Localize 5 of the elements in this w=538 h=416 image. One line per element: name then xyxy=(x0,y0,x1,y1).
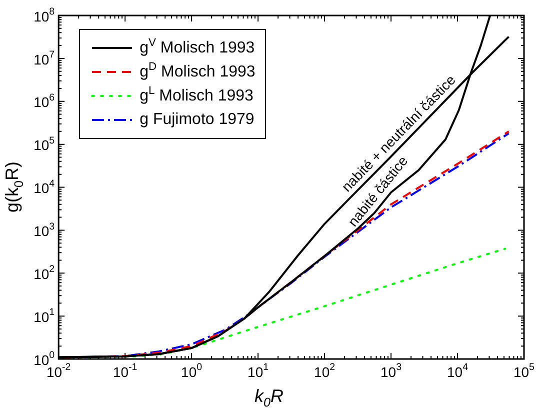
x-axis-title: k$_{0}$R xyxy=(253,386,284,410)
legend-label: g Fujimoto 1979 xyxy=(140,110,254,128)
legend-label: g$^{L}$ Molisch 1993 xyxy=(140,85,254,106)
legend-label: g$^{D}$ Molisch 1993 xyxy=(140,61,256,82)
legend-label: g$^{V}$ Molisch 1993 xyxy=(140,37,255,58)
